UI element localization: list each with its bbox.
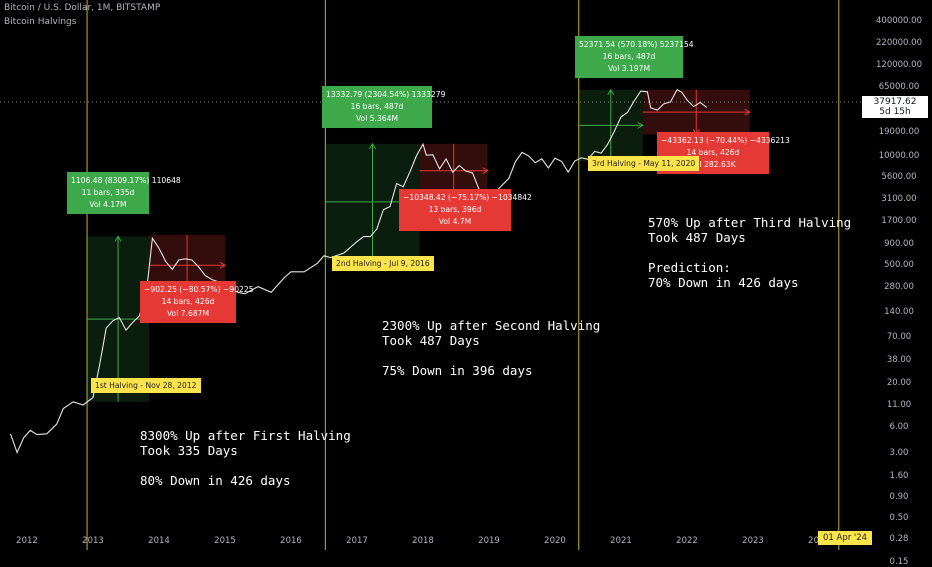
y-tick-label: 11.00 [886, 400, 912, 410]
arrow-head [114, 235, 122, 242]
x-tick-label: 2015 [214, 536, 236, 546]
measure-label-line: Vol 7.687M [166, 309, 210, 318]
annotation-line [648, 245, 851, 260]
measure-label-line: −43362.13 (−70.44%) −4336213 [661, 136, 790, 145]
measure-label-up: 13332.79 (2304.54%) 1333279 16 bars, 487d… [322, 86, 446, 128]
arrow-head [369, 142, 376, 150]
x-tick-label: 2022 [676, 536, 698, 546]
y-tick-label: 1700.00 [881, 215, 917, 226]
y-tick-label: 400000.00 [876, 16, 922, 26]
annotation-text: 8300% Up after First Halving Took 335 Day… [140, 428, 351, 488]
y-tick-label: 70.00 [886, 332, 912, 343]
arrow-head [482, 167, 489, 175]
measure-label-line: 14 bars, 426d [686, 148, 740, 157]
measure-label-line: Vol 282.63K [690, 160, 736, 169]
arrow-head [607, 88, 615, 96]
y-tick-label: 0.15 [889, 557, 909, 567]
x-tick-label: 2023 [742, 536, 764, 546]
last-price-tag: 37917.62 5d 15h [862, 96, 928, 118]
y-tick-label: 65000.00 [878, 82, 920, 93]
x-tick-label: 2013 [82, 536, 104, 546]
y-tick-label: 10000.00 [878, 150, 920, 161]
measure-label-down: −10348.42 (−75.17%) −1034842 13 bars, 396… [399, 189, 532, 231]
annotation-text: 570% Up after Third Halving Took 487 Days… [648, 215, 851, 290]
annotation-line: 2300% Up after Second Halving [382, 318, 601, 333]
y-tick-label: 500.00 [884, 260, 914, 271]
annotation-line [382, 348, 600, 363]
y-tick-label: 6.00 [889, 422, 909, 433]
measure-label-line: Vol 4.17M [89, 200, 127, 209]
annotation-line: 75% Down in 396 days [382, 363, 533, 378]
y-tick-label: 38.00 [886, 354, 912, 365]
x-tick-label: 2020 [544, 536, 566, 546]
halving-tag: 1st Halving - Nov 28, 2012 [91, 378, 201, 393]
annotation-line: Took 487 Days [648, 230, 746, 245]
annotation-text: 2300% Up after Second Halving Took 487 Da… [382, 318, 600, 378]
cursor-date-tag: 01 Apr '24 [818, 531, 873, 545]
last-price-value: 37917.62 [873, 97, 917, 107]
y-tick-label: 5600.00 [881, 172, 917, 183]
measure-label-up: 52371.54 (570.18%) 5237154 16 bars, 487d V… [575, 36, 694, 78]
y-tick-label: 0.90 [889, 491, 909, 502]
x-tick-label: 2014 [148, 536, 170, 546]
measure-label-line: 1106.48 (8309.17%) 110648 [71, 176, 181, 185]
measure-label-line: 16 bars, 487d [350, 102, 404, 111]
measure-label-line: Vol 3.197M [607, 64, 651, 73]
annotation-line: Took 335 Days [140, 443, 238, 458]
x-tick-label: 2021 [610, 536, 632, 546]
y-tick-label: 19000.00 [878, 127, 920, 138]
measure-label-line: Vol 4.7M [438, 217, 472, 226]
y-tick-label: 900.00 [884, 238, 914, 249]
bar-countdown: 5d 15h [879, 107, 911, 117]
measure-label-line: −10348.42 (−75.17%) −1034842 [403, 193, 532, 202]
y-tick-label: 0.28 [889, 534, 909, 545]
measure-label-line: 13 bars, 396d [428, 205, 482, 214]
annotation-line: Took 487 Days [382, 333, 480, 348]
measure-label-line: −902.25 (−80.57%) −90225 [144, 285, 254, 294]
arrow-head [219, 261, 226, 269]
y-tick-label: 3.00 [889, 447, 909, 458]
y-tick-label: 0.50 [889, 513, 909, 524]
y-tick-label: 1.60 [889, 470, 909, 481]
measure-label-down: −902.25 (−80.57%) −90225 14 bars, 426d Vol… [140, 281, 254, 323]
annotation-line [140, 458, 351, 473]
measure-label-line: Vol 5.364M [355, 114, 399, 123]
annotation-line: 80% Down in 426 days [140, 473, 291, 488]
halving-tag: 2nd Halving - Jul 9, 2016 [332, 256, 434, 271]
annotation-line: 8300% Up after First Halving [140, 428, 351, 443]
measure-label-line: 16 bars, 487d [602, 52, 656, 61]
symbol-title: Bitcoin / U.S. Dollar, 1M, BITSTAMP [4, 3, 161, 13]
arrow-head [637, 121, 644, 129]
y-tick-label: 280.00 [884, 281, 914, 292]
measure-label-line: 11 bars, 335d [81, 188, 135, 197]
y-tick-label: 220000.00 [876, 37, 922, 48]
annotation-line: 70% Down in 426 days [648, 275, 799, 290]
x-tick-label: 2012 [16, 536, 38, 546]
y-tick-label: 3100.00 [881, 193, 917, 204]
y-tick-label: 120000.00 [876, 60, 922, 71]
measure-label-up: 1106.48 (8309.17%) 110648 11 bars, 335d Vo… [67, 172, 181, 214]
measure-label-line: 52371.54 (570.18%) 5237154 [579, 40, 694, 49]
annotation-line: 570% Up after Third Halving [648, 215, 852, 230]
halving-tag: 3rd Halving - May 11, 2020 [588, 156, 700, 171]
measure-label-line: 14 bars, 426d [161, 297, 215, 306]
x-tick-label: 2019 [478, 536, 500, 546]
measure-label-line: 13332.79 (2304.54%) 1333279 [326, 90, 446, 99]
arrow-head [744, 108, 751, 116]
x-tick-label: 2017 [346, 536, 368, 546]
annotation-line: Prediction: [648, 260, 731, 275]
indicator-title: Bitcoin Halvings [4, 17, 77, 27]
x-tick-label: 2018 [412, 536, 434, 546]
y-tick-label: 140.00 [884, 306, 914, 317]
y-tick-label: 20.00 [886, 378, 912, 389]
price-line [9, 88, 708, 454]
x-tick-label: 2016 [280, 536, 302, 546]
